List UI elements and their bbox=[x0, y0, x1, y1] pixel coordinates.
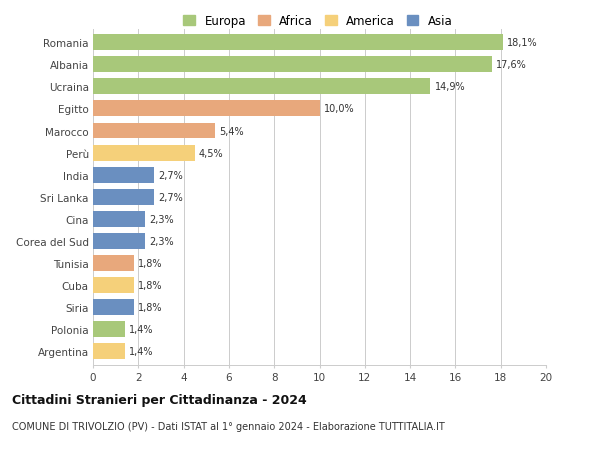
Bar bbox=[93, 101, 320, 117]
Bar bbox=[93, 35, 503, 51]
Text: 2,3%: 2,3% bbox=[149, 214, 174, 224]
Text: 14,9%: 14,9% bbox=[434, 82, 465, 92]
Text: 2,7%: 2,7% bbox=[158, 192, 183, 202]
Bar bbox=[93, 212, 145, 227]
Bar bbox=[93, 278, 134, 293]
Bar bbox=[93, 256, 134, 271]
Text: Cittadini Stranieri per Cittadinanza - 2024: Cittadini Stranieri per Cittadinanza - 2… bbox=[12, 393, 307, 406]
Text: 1,8%: 1,8% bbox=[138, 280, 163, 291]
Text: 5,4%: 5,4% bbox=[220, 126, 244, 136]
Text: 2,3%: 2,3% bbox=[149, 236, 174, 246]
Bar bbox=[93, 344, 125, 359]
Bar bbox=[93, 123, 215, 139]
Text: 17,6%: 17,6% bbox=[496, 60, 526, 70]
Bar bbox=[93, 146, 195, 161]
Legend: Europa, Africa, America, Asia: Europa, Africa, America, Asia bbox=[181, 13, 455, 30]
Bar bbox=[93, 168, 154, 183]
Text: 4,5%: 4,5% bbox=[199, 148, 224, 158]
Bar bbox=[93, 79, 430, 95]
Bar bbox=[93, 300, 134, 315]
Text: 18,1%: 18,1% bbox=[507, 38, 538, 48]
Bar bbox=[93, 57, 491, 73]
Text: 1,4%: 1,4% bbox=[129, 325, 153, 335]
Text: 10,0%: 10,0% bbox=[323, 104, 354, 114]
Text: 2,7%: 2,7% bbox=[158, 170, 183, 180]
Text: 1,4%: 1,4% bbox=[129, 347, 153, 357]
Text: COMUNE DI TRIVOLZIO (PV) - Dati ISTAT al 1° gennaio 2024 - Elaborazione TUTTITAL: COMUNE DI TRIVOLZIO (PV) - Dati ISTAT al… bbox=[12, 421, 445, 431]
Text: 1,8%: 1,8% bbox=[138, 302, 163, 313]
Text: 1,8%: 1,8% bbox=[138, 258, 163, 269]
Bar bbox=[93, 322, 125, 337]
Bar bbox=[93, 190, 154, 205]
Bar bbox=[93, 234, 145, 249]
